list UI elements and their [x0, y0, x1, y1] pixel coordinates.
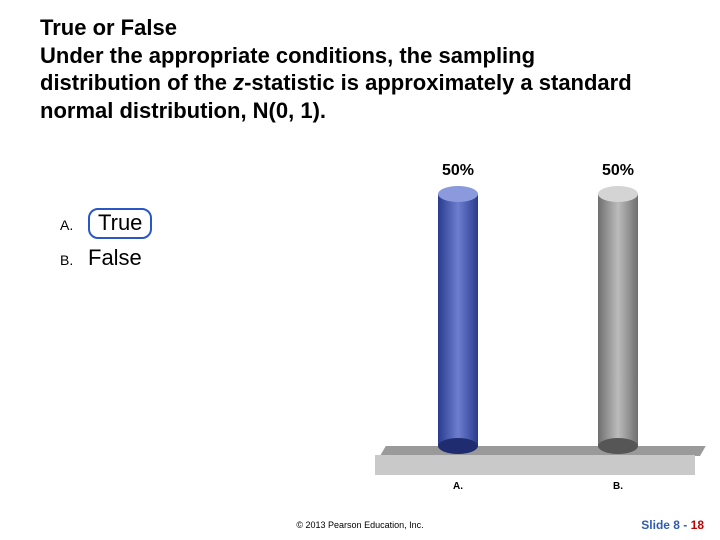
cylinder-bottom: [598, 438, 638, 454]
bar-value-label: 50%: [438, 162, 478, 180]
question-italic: z: [233, 70, 244, 95]
bar-value-label: 50%: [598, 162, 638, 180]
question-text: True or False Under the appropriate cond…: [40, 14, 660, 124]
option-a-letter: A.: [60, 217, 88, 233]
slide-page: 18: [691, 518, 704, 532]
cylinder-top: [598, 186, 638, 202]
bar-b: 50%: [598, 186, 638, 454]
cylinder-body: [438, 194, 478, 446]
cylinder-bottom: [438, 438, 478, 454]
bar-a: 50%: [438, 186, 478, 454]
slide-prefix: Slide 8 -: [641, 518, 690, 532]
chart-pedestal: [380, 446, 700, 474]
footer-copyright: © 2013 Pearson Education, Inc.: [0, 520, 720, 530]
bar-cylinder: [438, 186, 478, 454]
question-line1: True or False: [40, 15, 177, 40]
slide: True or False Under the appropriate cond…: [0, 0, 720, 540]
option-b-letter: B.: [60, 252, 88, 268]
option-b-text: False: [88, 245, 142, 271]
bar-cylinder: [598, 186, 638, 454]
axis-label-a: A.: [438, 481, 478, 492]
option-a[interactable]: A. True: [60, 208, 152, 239]
option-b[interactable]: B. False: [60, 245, 152, 271]
options-list: A. True B. False: [60, 208, 152, 277]
option-a-text: True: [88, 208, 152, 239]
bar-chart: 50% 50% A. B.: [380, 170, 700, 500]
slide-number: Slide 8 - 18: [641, 518, 704, 532]
cylinder-body: [598, 194, 638, 446]
pedestal-front: [375, 455, 695, 475]
cylinder-top: [438, 186, 478, 202]
axis-label-b: B.: [598, 481, 638, 492]
